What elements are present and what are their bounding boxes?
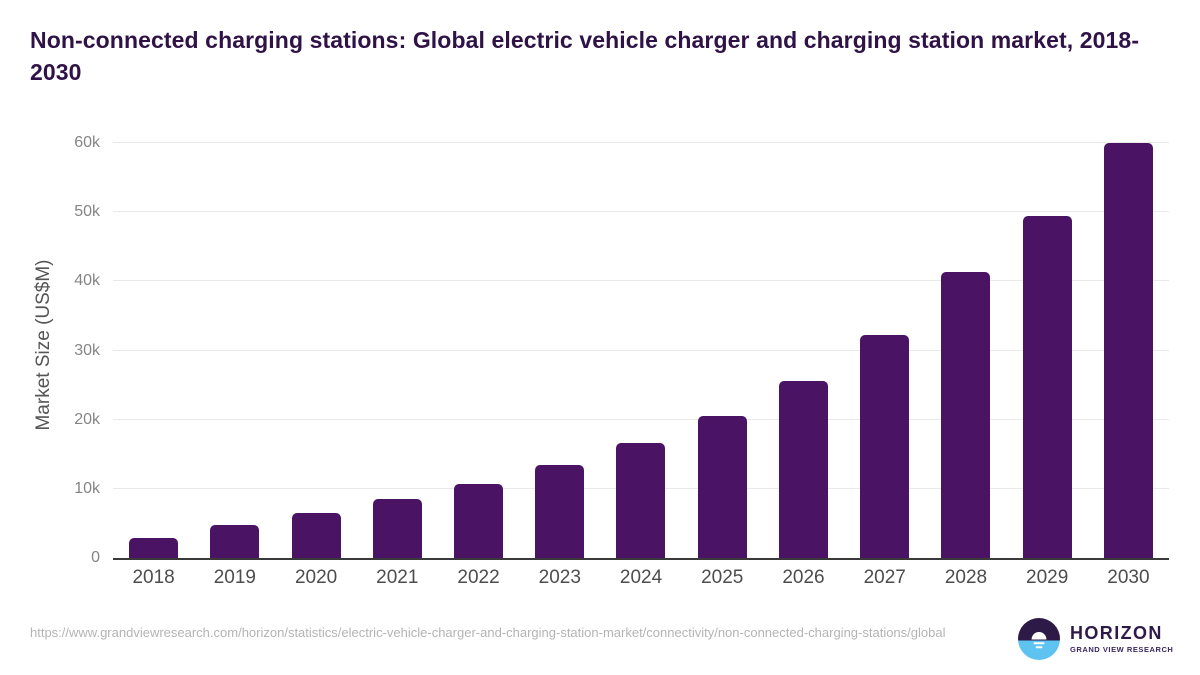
x-tick-2020: 2020	[294, 567, 338, 588]
gridline-20k	[113, 418, 1169, 420]
horizon-logo-text: HORIZON GRAND VIEW RESEARCH	[1070, 623, 1174, 655]
x-tick-2026: 2026	[782, 567, 825, 588]
bar-2023	[535, 464, 585, 558]
bar-2021	[372, 499, 422, 558]
y-tick-50k: 50k	[74, 203, 100, 221]
horizon-sun-icon	[1018, 618, 1060, 660]
logo-subtitle: GRAND VIEW RESEARCH	[1070, 645, 1174, 654]
source-url: https://www.grandviewresearch.com/horizo…	[30, 625, 946, 640]
bar-2027	[860, 335, 910, 558]
y-tick-0: 0	[91, 549, 100, 566]
y-axis-ticks: 0 10k 20k 30k 40k 50k 60k	[0, 134, 100, 566]
x-tick-2029: 2029	[1026, 567, 1069, 588]
gridline-60k	[113, 142, 1169, 143]
x-tick-2022: 2022	[457, 567, 500, 588]
x-tick-2024: 2024	[619, 567, 663, 588]
bar-2028	[941, 272, 991, 558]
bar-2019	[210, 524, 260, 558]
x-tick-2023: 2023	[538, 567, 581, 588]
gridline-40k	[113, 280, 1169, 282]
bar-2025	[697, 415, 747, 558]
bar-2026	[778, 380, 828, 558]
bar-2018	[129, 537, 179, 558]
logo-title: HORIZON	[1070, 623, 1163, 643]
x-axis-ticks: 2018 2019 2020 2021 2022 2023 2024 2025 2026 2027…	[113, 567, 1169, 589]
x-tick-2018: 2018	[132, 567, 175, 588]
plot-area	[113, 142, 1169, 560]
bar-2022	[453, 484, 503, 558]
x-tick-2021: 2021	[376, 567, 419, 588]
y-tick-60k: 60k	[74, 134, 100, 151]
bar-2030	[1103, 143, 1153, 558]
bar-2024	[616, 443, 666, 558]
bar-2020	[291, 513, 341, 558]
gridline-30k	[113, 349, 1169, 351]
horizon-logo: HORIZON GRAND VIEW RESEARCH	[1018, 618, 1173, 660]
y-tick-20k: 20k	[74, 410, 100, 428]
gridline-50k	[113, 211, 1169, 213]
x-tick-2027: 2027	[863, 567, 906, 588]
y-tick-10k: 10k	[74, 479, 100, 497]
y-tick-40k: 40k	[74, 272, 100, 290]
bar-series	[113, 143, 1169, 558]
x-tick-2025: 2025	[701, 567, 744, 588]
x-tick-2030: 2030	[1107, 567, 1150, 588]
bar-2029	[1022, 216, 1072, 558]
y-tick-30k: 30k	[74, 341, 100, 359]
x-tick-2019: 2019	[213, 567, 256, 588]
chart-title: Non-connected charging stations: Global …	[30, 27, 1140, 85]
x-tick-2028: 2028	[944, 567, 988, 588]
